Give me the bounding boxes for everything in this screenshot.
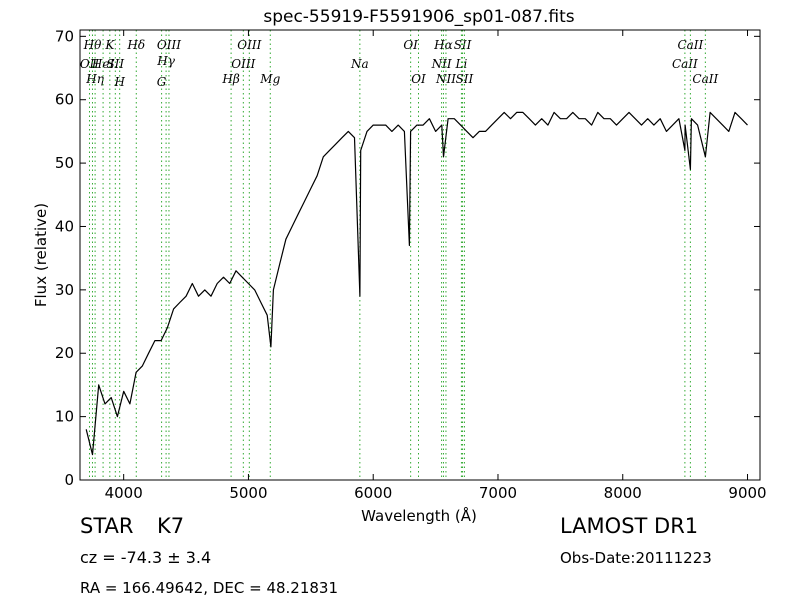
y-tick-label-2: 20 (55, 344, 74, 362)
coordinates-text: RA = 166.49642, DEC = 48.21831 (80, 579, 339, 597)
x-axis: 4000 5000 6000 7000 8000 9000 (105, 30, 767, 502)
marker-label-17: OI (411, 72, 426, 86)
marker-label-22: SII (454, 38, 472, 52)
marker-label-3: HeI (91, 57, 115, 71)
marker-label-26: CaII (692, 72, 718, 86)
marker-label-25: CaII (677, 38, 703, 52)
y-tick-label-1: 10 (55, 408, 74, 426)
marker-label-6: H (113, 75, 125, 89)
x-axis-label: Wavelength (Å) (361, 506, 477, 525)
x-tick-label-1: 5000 (229, 484, 267, 502)
spectrum-line-0 (85, 111, 748, 456)
y-tick-label-4: 40 (55, 217, 74, 235)
marker-label-20: NII (435, 72, 456, 86)
marker-label-4: K (104, 38, 115, 52)
subclass-label: K7 (157, 514, 185, 538)
marker-label-5: SII (106, 57, 124, 71)
marker-label-14: Mg (259, 72, 280, 86)
y-axis-label: Flux (relative) (32, 203, 50, 307)
y-tick-label-5: 50 (55, 154, 74, 172)
y-tick-label-6: 60 (55, 91, 74, 109)
spectrum-line-group (85, 111, 748, 456)
y-tick-label-3: 30 (55, 281, 74, 299)
y-tick-label-7: 70 (55, 27, 74, 45)
marker-label-19: Hα (433, 38, 453, 52)
x-tick-label-5: 9000 (728, 484, 766, 502)
marker-label-24: CaII (672, 57, 698, 71)
marker-label-9: Hγ (156, 54, 175, 68)
marker-label-1: Hθ (83, 38, 102, 52)
marker-label-7: Hδ (126, 38, 145, 52)
marker-label-10: OIII (157, 38, 181, 52)
y-tick-label-0: 0 (64, 471, 74, 489)
x-tick-label-4: 8000 (604, 484, 642, 502)
marker-label-12: OIII (231, 57, 255, 71)
chart-title: spec-55919-F5591906_sp01-087.fits (263, 7, 574, 27)
marker-label-23: SII (456, 72, 474, 86)
marker-label-21: Li (455, 57, 468, 71)
x-tick-label-0: 4000 (105, 484, 143, 502)
x-tick-label-3: 7000 (479, 484, 517, 502)
marker-label-0: OII (80, 57, 100, 71)
marker-label-11: Hβ (221, 72, 239, 86)
x-tick-label-2: 6000 (354, 484, 392, 502)
line-markers: OIIHθHηHeIKSIIHHδGHγOIIIHβOIIIOIIIMgNaOI… (80, 30, 719, 480)
survey-label: LAMOST DR1 (560, 514, 699, 538)
obs-date-text: Obs-Date:20111223 (560, 549, 712, 567)
y-axis: 0 10 20 30 40 50 60 70 (55, 27, 760, 489)
marker-label-2: Hη (85, 72, 104, 86)
marker-label-8: G (157, 75, 167, 89)
class-label: STAR (80, 514, 134, 538)
marker-label-15: Na (350, 57, 369, 71)
marker-label-18: NII (431, 57, 452, 71)
marker-label-13: OIII (237, 38, 261, 52)
plot-frame (79, 29, 761, 481)
redshift-text: cz = -74.3 ± 3.4 (80, 548, 212, 567)
marker-label-16: OI (403, 38, 418, 52)
